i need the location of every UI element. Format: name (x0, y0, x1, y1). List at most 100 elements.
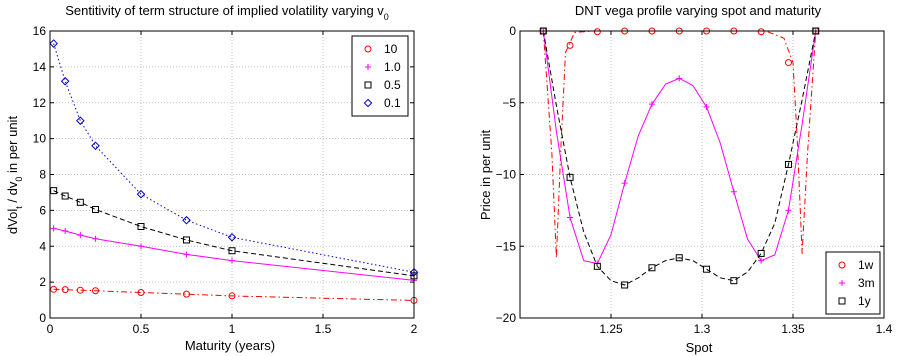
left-marker-1.0-4 (138, 243, 144, 250)
left-marker-1.0-5 (183, 251, 190, 258)
right-xtick-label-3: 1.4 (876, 322, 893, 336)
right-marker-3m-8 (758, 257, 765, 264)
right-marker-3m-1 (567, 214, 574, 221)
left-marker-1.0-3 (92, 235, 99, 242)
right-legend-box (825, 251, 881, 315)
right-marker-3m-7 (730, 188, 737, 195)
left-x-axis-label: Maturity (years) (185, 338, 275, 353)
left-xtick-label-3: 1.5 (315, 322, 332, 336)
left-marker-0.1-5 (182, 215, 191, 225)
left-xtick-label-1: 0.5 (133, 322, 150, 336)
left-series-line-1.0 (53, 227, 415, 281)
right-ytick-label-2: −10 (496, 168, 517, 182)
left-marker-0.5-1 (61, 192, 69, 200)
right-marker-1y-4 (648, 264, 656, 272)
left-ytick-label-4: 8 (39, 168, 46, 182)
left-marker-0.5-5 (183, 236, 190, 244)
left-legend-label-1.0: 1.0 (384, 60, 401, 74)
right-marker-3m-3 (621, 180, 628, 187)
right-plot: 1.25 1.3 1.35 1.4 −20 −15 −10 −5 0 1w 3m 1y (496, 24, 893, 336)
right-marker-1y-6 (703, 265, 711, 273)
left-legend-marker-0.5 (364, 81, 372, 89)
right-marker-1w-9 (784, 59, 792, 67)
left-marker-0.1-2 (76, 116, 85, 125)
right-ytick-label-0: −20 (496, 311, 517, 325)
right-legend-label-3m: 3m (858, 276, 875, 290)
right-ytick-label-3: −5 (502, 96, 516, 110)
left-marker-0.1-0 (49, 39, 58, 48)
left-marker-0.5-6 (228, 247, 236, 255)
left-legend-box (351, 35, 409, 117)
left-marker-10-1 (61, 286, 69, 294)
left-ytick-label-7: 14 (33, 60, 47, 74)
right-legend-label-1w: 1w (858, 258, 874, 272)
right-chart-title: DNT vega profile varying spot and maturi… (575, 3, 822, 18)
left-plot: 0 0.5 1 1.5 2 0 2 4 6 8 10 12 14 16 10 1.0 0.5 0.1 (33, 24, 419, 336)
left-marker-10-4 (137, 289, 145, 297)
left-ytick-label-3: 6 (39, 203, 46, 217)
right-marker-3m-9 (785, 207, 792, 214)
right-marker-1y-1 (566, 173, 574, 181)
left-marker-10-3 (92, 287, 99, 295)
left-marker-10-0 (50, 285, 58, 293)
left-marker-0.1-1 (60, 76, 70, 86)
left-y-axis-label: dVolt / dv0 in per unit (5, 116, 24, 235)
left-marker-0.5-3 (92, 205, 99, 213)
left-marker-0.1-4 (136, 189, 146, 199)
left-series-line-0.5 (53, 190, 415, 277)
right-marker-1y-2 (593, 262, 601, 270)
right-xtick-label-1: 1.3 (694, 322, 711, 336)
left-ytick-label-0: 0 (39, 311, 46, 325)
left-ytick-label-1: 2 (39, 275, 46, 289)
right-series-line-1w (542, 30, 817, 259)
left-marker-10-5 (183, 290, 190, 298)
right-marker-1y-7 (730, 277, 738, 285)
right-marker-3m-6 (703, 104, 710, 111)
right-legend-marker-1w (838, 261, 846, 269)
left-ytick-label-5: 10 (33, 132, 47, 146)
right-legend-marker-3m (839, 280, 845, 286)
left-marker-1.0-2 (77, 232, 84, 239)
right-marker-3m-4 (648, 101, 655, 108)
right-x-axis-label: Spot (686, 340, 713, 355)
left-xtick-label-4: 2 (411, 322, 418, 336)
right-marker-1w-1 (566, 41, 574, 49)
left-xtick-label-0: 0 (47, 322, 54, 336)
right-marker-3m-5 (676, 75, 683, 82)
right-xtick-label-0: 1.25 (599, 322, 623, 336)
right-ytick-label-1: −15 (496, 239, 517, 253)
right-marker-1w-8 (757, 28, 765, 36)
left-marker-10-6 (228, 292, 236, 300)
left-legend-label-0.5: 0.5 (384, 78, 401, 92)
left-marker-10-2 (76, 286, 84, 294)
right-marker-1w-2 (593, 28, 601, 36)
left-legend-marker-1.0 (365, 64, 371, 70)
right-xtick-label-2: 1.35 (781, 322, 805, 336)
left-marker-1.0-0 (50, 225, 57, 232)
left-marker-1.0-6 (229, 257, 235, 264)
left-marker-1.0-1 (62, 228, 69, 235)
left-marker-0.5-2 (76, 198, 84, 206)
right-marker-1y-9 (784, 160, 792, 168)
right-ytick-label-4: 0 (509, 24, 516, 38)
left-ytick-label-8: 16 (33, 24, 47, 38)
right-legend: 1w 3m 1y (825, 251, 881, 315)
left-ytick-label-2: 4 (39, 239, 46, 253)
right-marker-1y-5 (675, 254, 683, 262)
left-chart-title: Sentitivity of term structure of implied… (65, 3, 389, 22)
left-ytick-label-6: 12 (33, 96, 47, 110)
right-series-line-3m (542, 30, 817, 264)
left-series-line-0.1 (53, 43, 415, 273)
right-marker-1y-3 (621, 281, 629, 289)
left-xtick-label-2: 1 (229, 322, 236, 336)
left-marker-0.1-3 (91, 141, 100, 151)
left-marker-0.5-0 (50, 187, 58, 195)
right-y-axis-label: Price in per unit (478, 129, 493, 220)
left-legend-label-10: 10 (384, 42, 398, 56)
left-legend: 10 1.0 0.5 0.1 (351, 35, 409, 117)
right-series-line-1y (542, 30, 817, 286)
left-marker-0.1-6 (227, 232, 237, 242)
left-legend-marker-10 (364, 45, 372, 53)
left-legend-marker-0.1 (363, 98, 373, 108)
